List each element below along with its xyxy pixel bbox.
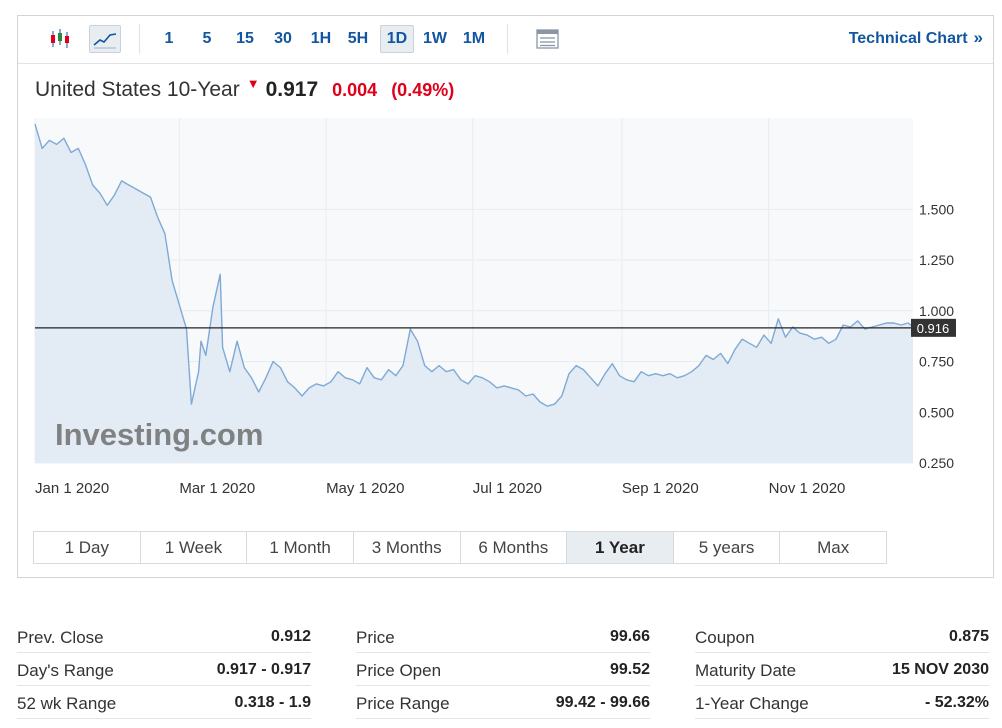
range-tab-1-month[interactable]: 1 Month bbox=[247, 532, 354, 563]
stat-value: 0.912 bbox=[270, 628, 311, 645]
down-arrow-icon: ▼ bbox=[246, 76, 260, 91]
current-price-label: 0.916 bbox=[917, 321, 950, 336]
table-icon[interactable] bbox=[532, 25, 564, 53]
x-tick-label: Sep 1 2020 bbox=[622, 480, 699, 497]
interval-1w[interactable]: 1W bbox=[423, 30, 447, 47]
double-chevron-right-icon: » bbox=[973, 28, 983, 47]
stat-label: Maturity Date bbox=[695, 661, 797, 680]
stat-value: - 52.32% bbox=[924, 694, 989, 711]
last-price: 0.917 bbox=[265, 78, 319, 101]
range-tab-max[interactable]: Max bbox=[817, 538, 850, 557]
investing-watermark: Investing.com bbox=[55, 417, 263, 452]
series-area bbox=[35, 124, 913, 463]
stat-value: 0.875 bbox=[948, 628, 989, 645]
interval-1m[interactable]: 1M bbox=[462, 30, 486, 47]
toolbar-divider bbox=[139, 24, 140, 54]
stat-value: 15 NOV 2030 bbox=[892, 661, 989, 678]
y-tick-label: 0.250 bbox=[919, 455, 954, 471]
stat-label: Day's Range bbox=[17, 661, 114, 680]
interval-30[interactable]: 30 bbox=[274, 30, 292, 47]
stats-col-3: Coupon 0.875 Maturity Date 15 NOV 2030 1-Yea… bbox=[695, 620, 989, 725]
stat-value: 99.52 bbox=[609, 661, 650, 678]
x-tick-label: Jul 1 2020 bbox=[473, 480, 542, 497]
stat-row: Price Range 99.42 - 99.66 bbox=[356, 686, 650, 719]
range-tab-3-months[interactable]: 3 Months bbox=[354, 532, 461, 563]
x-tick-label: Jan 1 2020 bbox=[35, 480, 109, 497]
range-tab-5-years[interactable]: 5 years bbox=[674, 532, 781, 563]
stat-row: Prev. Close 0.912 bbox=[17, 620, 311, 653]
stat-row: Day's Range 0.917 - 0.917 bbox=[17, 653, 311, 686]
chart-widget: 1 5 15 30 1H 5H 1D 1W 1M Technical Chart… bbox=[17, 15, 994, 578]
stat-value: 0.318 - 1.9 bbox=[234, 694, 312, 711]
x-tick-label: Nov 1 2020 bbox=[769, 480, 846, 497]
technical-chart-link[interactable]: Technical Chart » bbox=[849, 28, 983, 48]
stat-value: 0.917 - 0.917 bbox=[216, 661, 311, 678]
stat-label: 1-Year Change bbox=[695, 694, 809, 713]
price-change-percent: (0.49%) bbox=[391, 80, 455, 100]
stats-col-1: Prev. Close 0.912 Day's Range 0.917 - 0.917… bbox=[17, 620, 311, 725]
stat-row: Price Open 99.52 bbox=[356, 653, 650, 686]
series-line bbox=[34, 123, 914, 407]
y-tick-label: 0.500 bbox=[919, 404, 954, 420]
stats-col-2: Price 99.66 Price Open 99.52 Price Range 99.4… bbox=[356, 620, 650, 725]
stat-label: 52 wk Range bbox=[17, 694, 117, 713]
interval-5h[interactable]: 5H bbox=[347, 30, 369, 47]
range-tab-1-year[interactable]: 1 Year bbox=[567, 532, 674, 563]
interval-5[interactable]: 5 bbox=[202, 30, 212, 47]
interval-1h[interactable]: 1H bbox=[310, 30, 332, 47]
stat-row: Coupon 0.875 bbox=[695, 620, 989, 653]
y-tick-label: 1.000 bbox=[919, 303, 954, 319]
instrument-name: United States 10-Year bbox=[35, 78, 240, 101]
toolbar-divider bbox=[507, 24, 508, 54]
stat-label: Price Range bbox=[356, 694, 450, 713]
stat-row: 52 wk Range 0.318 - 1.9 bbox=[17, 686, 311, 719]
range-tab-1-week[interactable]: 1 Week bbox=[141, 532, 248, 563]
range-tab-1-day[interactable]: 1 Day bbox=[34, 532, 141, 563]
y-tick-label: 0.750 bbox=[919, 354, 954, 370]
range-tab-6-months[interactable]: 6 Months bbox=[461, 532, 568, 563]
x-tick-label: May 1 2020 bbox=[326, 480, 404, 497]
interval-15[interactable]: 15 bbox=[236, 30, 254, 47]
stat-row: Maturity Date 15 NOV 2030 bbox=[695, 653, 989, 686]
stat-label: Prev. Close bbox=[17, 628, 104, 647]
stat-label: Price Open bbox=[356, 661, 442, 680]
price-chart[interactable]: Investing.com 0.916 1.500 1.250 1.000 0.750 0.… bbox=[18, 16, 995, 516]
chart-toolbar: 1 5 15 30 1H 5H 1D 1W 1M Technical Chart… bbox=[18, 16, 993, 64]
candlestick-icon[interactable] bbox=[46, 25, 78, 53]
x-tick-label: Mar 1 2020 bbox=[179, 480, 255, 497]
stat-value: 99.66 bbox=[609, 628, 650, 645]
y-tick-label: 1.250 bbox=[919, 252, 954, 268]
stat-label: Price bbox=[356, 628, 395, 647]
interval-1d[interactable]: 1D bbox=[380, 25, 414, 53]
line-chart-icon[interactable] bbox=[89, 25, 121, 53]
current-price-tag bbox=[911, 318, 956, 337]
quote-header: United States 10-Year ▼ 0.917 0.004 (0.49%) bbox=[35, 76, 455, 108]
stat-row: Price 99.66 bbox=[356, 620, 650, 653]
price-change: 0.004 bbox=[332, 80, 378, 100]
stat-row: 1-Year Change - 52.32% bbox=[695, 686, 989, 719]
stat-value: 99.42 - 99.66 bbox=[555, 694, 650, 711]
y-tick-label: 1.500 bbox=[919, 201, 954, 217]
technical-chart-label: Technical Chart bbox=[848, 30, 968, 47]
range-tabs: 1 Day 1 Week 1 Month 3 Months 6 Months 1 Year… bbox=[33, 531, 887, 564]
stat-label: Coupon bbox=[695, 628, 755, 647]
interval-1[interactable]: 1 bbox=[164, 30, 174, 47]
